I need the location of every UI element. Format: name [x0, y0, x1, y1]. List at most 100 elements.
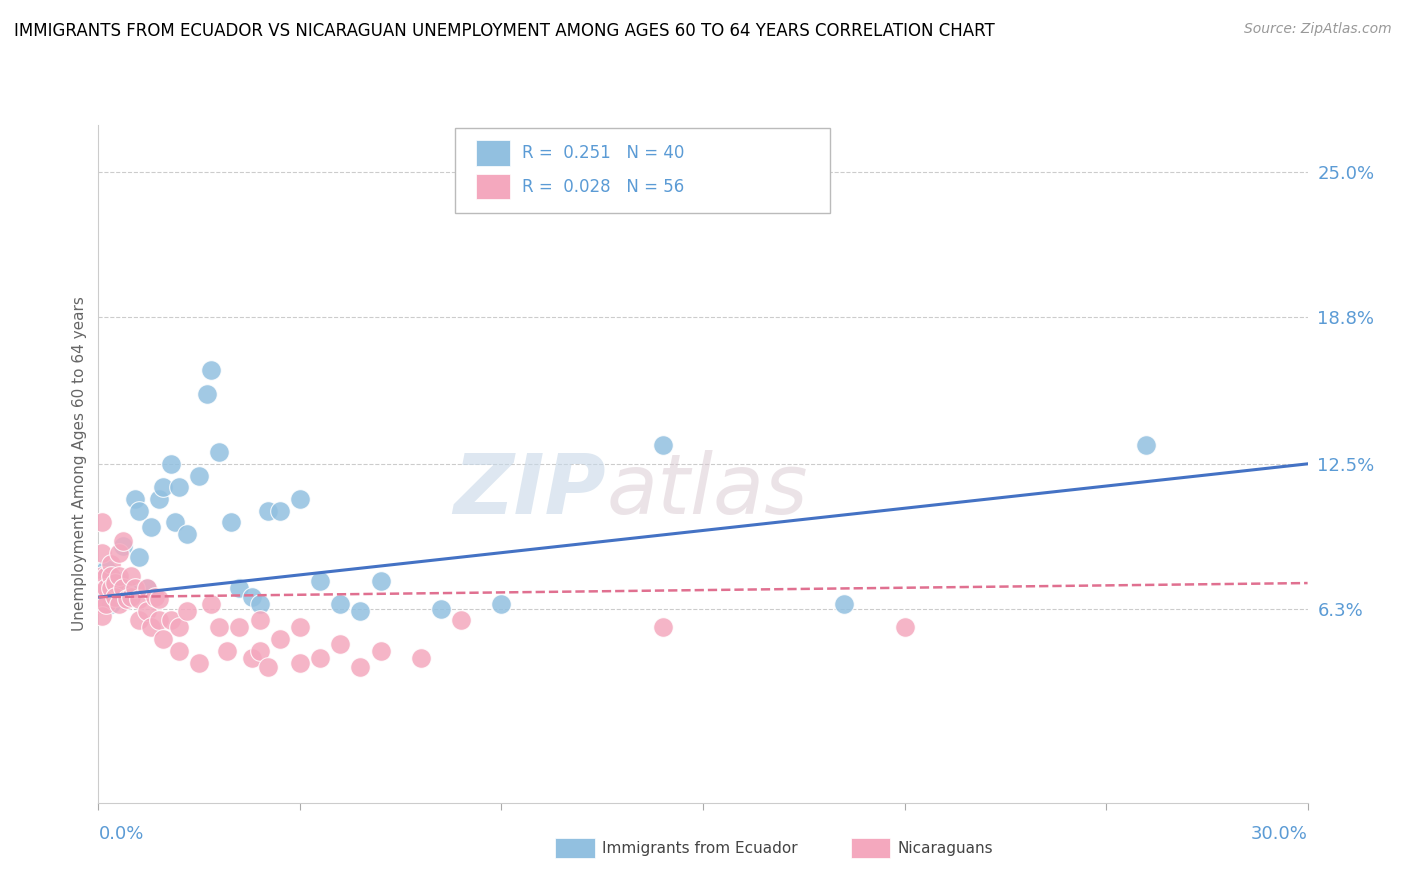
- Point: [100, 581, 122, 595]
- Y-axis label: Unemployment Among Ages 60 to 64 years: Unemployment Among Ages 60 to 64 years: [72, 296, 87, 632]
- Point: [1135, 438, 1157, 452]
- Text: Immigrants from Ecuador: Immigrants from Ecuador: [602, 841, 797, 855]
- Point: [148, 491, 170, 506]
- Text: R =  0.251   N = 40: R = 0.251 N = 40: [522, 144, 683, 161]
- Point: [256, 660, 278, 674]
- Point: [124, 581, 146, 595]
- Point: [91, 516, 114, 530]
- Text: 30.0%: 30.0%: [1251, 825, 1308, 843]
- Point: [269, 632, 291, 647]
- FancyBboxPatch shape: [456, 128, 830, 213]
- Point: [491, 597, 513, 611]
- Point: [91, 581, 114, 595]
- Point: [651, 620, 673, 634]
- Point: [832, 597, 855, 611]
- Text: Source: ZipAtlas.com: Source: ZipAtlas.com: [1244, 22, 1392, 37]
- Point: [124, 491, 146, 506]
- Text: 0.0%: 0.0%: [98, 825, 143, 843]
- Point: [135, 581, 157, 595]
- Point: [163, 516, 186, 530]
- Point: [152, 632, 174, 647]
- Point: [249, 614, 271, 628]
- Point: [143, 590, 166, 604]
- Point: [107, 546, 129, 560]
- Point: [349, 604, 371, 618]
- Point: [195, 386, 218, 401]
- Point: [128, 614, 150, 628]
- Point: [128, 503, 150, 517]
- Point: [139, 520, 162, 534]
- Point: [329, 637, 352, 651]
- Point: [111, 533, 134, 548]
- Point: [148, 614, 170, 628]
- FancyBboxPatch shape: [475, 140, 509, 166]
- Point: [176, 604, 198, 618]
- Point: [167, 644, 190, 658]
- Text: atlas: atlas: [606, 450, 808, 532]
- Point: [200, 597, 222, 611]
- Point: [309, 651, 332, 665]
- Point: [288, 656, 311, 670]
- Point: [103, 585, 125, 599]
- Point: [148, 592, 170, 607]
- Point: [111, 581, 134, 595]
- Text: Nicaraguans: Nicaraguans: [897, 841, 993, 855]
- Point: [329, 597, 352, 611]
- Point: [103, 576, 125, 591]
- Point: [115, 592, 138, 607]
- Point: [107, 597, 129, 611]
- Point: [91, 574, 114, 588]
- Point: [176, 527, 198, 541]
- Point: [249, 644, 271, 658]
- Point: [91, 546, 114, 560]
- Point: [128, 592, 150, 607]
- Point: [120, 569, 142, 583]
- Point: [91, 608, 114, 623]
- Point: [107, 569, 129, 583]
- Point: [135, 604, 157, 618]
- Point: [651, 438, 673, 452]
- FancyBboxPatch shape: [475, 174, 509, 200]
- Point: [91, 597, 114, 611]
- Point: [96, 569, 118, 583]
- Point: [160, 614, 183, 628]
- Point: [240, 651, 263, 665]
- Point: [370, 644, 392, 658]
- Point: [208, 445, 231, 459]
- Point: [188, 656, 211, 670]
- Point: [309, 574, 332, 588]
- Point: [120, 590, 142, 604]
- Text: IMMIGRANTS FROM ECUADOR VS NICARAGUAN UNEMPLOYMENT AMONG AGES 60 TO 64 YEARS COR: IMMIGRANTS FROM ECUADOR VS NICARAGUAN UN…: [14, 22, 995, 40]
- Point: [115, 581, 138, 595]
- Point: [893, 620, 915, 634]
- Point: [167, 620, 190, 634]
- Point: [160, 457, 183, 471]
- Point: [135, 581, 157, 595]
- Point: [107, 585, 129, 599]
- Point: [249, 597, 271, 611]
- Point: [430, 601, 453, 615]
- Point: [409, 651, 432, 665]
- Text: ZIP: ZIP: [454, 450, 606, 532]
- Point: [139, 620, 162, 634]
- Point: [120, 590, 142, 604]
- Point: [96, 597, 118, 611]
- Point: [152, 480, 174, 494]
- Point: [256, 503, 278, 517]
- Point: [240, 590, 263, 604]
- Point: [100, 569, 122, 583]
- Point: [208, 620, 231, 634]
- Point: [288, 491, 311, 506]
- Point: [96, 562, 118, 576]
- Text: R =  0.028   N = 56: R = 0.028 N = 56: [522, 178, 683, 195]
- Point: [349, 660, 371, 674]
- Point: [228, 581, 250, 595]
- Point: [107, 574, 129, 588]
- Point: [167, 480, 190, 494]
- Point: [128, 550, 150, 565]
- Point: [96, 581, 118, 595]
- Point: [217, 644, 239, 658]
- Point: [100, 597, 122, 611]
- Point: [103, 590, 125, 604]
- Point: [188, 468, 211, 483]
